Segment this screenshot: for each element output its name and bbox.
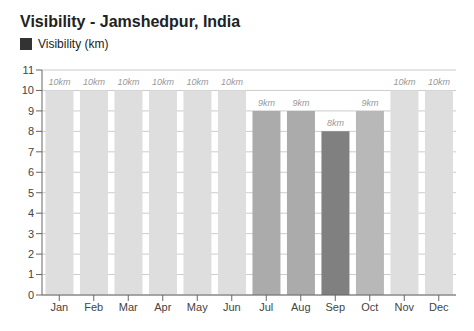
svg-text:Mar: Mar <box>119 301 138 313</box>
svg-text:9: 9 <box>28 105 34 117</box>
svg-text:Jul: Jul <box>259 301 273 313</box>
svg-text:10km: 10km <box>221 77 244 87</box>
svg-text:0: 0 <box>28 289 34 301</box>
svg-text:Sep: Sep <box>325 301 345 313</box>
svg-text:11: 11 <box>23 64 34 76</box>
svg-text:9km: 9km <box>258 98 276 108</box>
svg-text:6: 6 <box>28 166 34 178</box>
svg-text:1: 1 <box>28 268 34 280</box>
svg-text:10km: 10km <box>393 77 416 87</box>
svg-text:9km: 9km <box>292 98 310 108</box>
svg-text:10: 10 <box>22 84 34 96</box>
svg-text:7: 7 <box>28 146 34 158</box>
svg-text:3: 3 <box>28 228 34 240</box>
svg-text:8: 8 <box>28 125 34 137</box>
svg-text:10km: 10km <box>428 77 451 87</box>
svg-text:10km: 10km <box>83 77 106 87</box>
svg-text:8km: 8km <box>327 118 345 128</box>
svg-text:10km: 10km <box>117 77 140 87</box>
svg-text:5: 5 <box>28 187 34 199</box>
svg-text:9km: 9km <box>361 98 379 108</box>
svg-text:Oct: Oct <box>361 301 378 313</box>
svg-text:Jan: Jan <box>50 301 68 313</box>
html-text:Visibility (km): Visibility (km) <box>38 37 109 51</box>
svg-text:Feb: Feb <box>84 301 103 313</box>
svg-text:10km: 10km <box>152 77 175 87</box>
svg-text:Nov: Nov <box>394 301 414 313</box>
svg-text:2: 2 <box>28 248 34 260</box>
svg-text:4: 4 <box>28 207 34 219</box>
svg-text:10km: 10km <box>48 77 71 87</box>
svg-text:Dec: Dec <box>429 301 449 313</box>
svg-text:Jun: Jun <box>223 301 241 313</box>
html-text:Visibility - Jamshedpur, India: Visibility - Jamshedpur, India <box>20 13 241 30</box>
svg-text:10km: 10km <box>186 77 209 87</box>
svg-text:Apr: Apr <box>154 301 171 313</box>
svg-text:Aug: Aug <box>291 301 311 313</box>
svg-text:May: May <box>187 301 208 313</box>
